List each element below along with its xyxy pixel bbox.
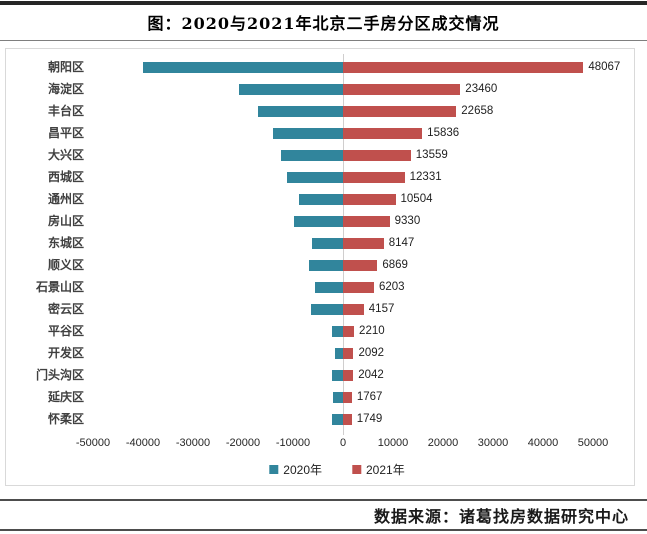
bar-2021 [343,83,461,95]
bar-2020 [258,105,343,117]
value-label: 9330 [394,215,421,227]
category-label: 房山区 [47,214,84,228]
legend-label-2021: 2021年 [366,463,405,477]
bar-2021 [343,171,405,183]
x-axis-tick-label: 50000 [577,437,609,449]
x-axis-tick-label: 0 [339,437,347,449]
bar-2021 [343,413,352,425]
legend-item-2020: 2020年 [269,461,322,478]
chart-title: 图：2020与2021年北京二手房分区成交情况 [147,14,500,33]
bar-2020 [311,303,343,315]
category-label: 朝阳区 [47,60,84,74]
bar-2021 [343,281,374,293]
bar-2020 [332,413,343,425]
category-label: 顺义区 [47,258,84,272]
bar-2021 [343,193,396,205]
legend-swatch-2020-icon [269,465,279,474]
x-axis-tick-label: 40000 [527,437,559,449]
legend-item-2021: 2021年 [352,461,405,478]
legend-swatch-2021-icon [352,465,361,474]
value-label: 1749 [356,413,383,425]
value-label: 48067 [588,61,621,73]
bar-2021 [343,127,423,139]
bar-2020 [309,259,343,271]
value-label: 15836 [427,127,460,139]
bar-2021 [343,325,355,337]
value-label: 12331 [409,171,442,183]
bar-2021 [343,61,584,73]
value-label: 6869 [382,259,408,271]
value-label: 2092 [358,347,385,359]
x-axis-tick-label: -30000 [175,437,211,449]
x-axis-tick-label: 20000 [427,437,459,449]
bar-2020 [298,193,343,205]
category-label: 怀柔区 [47,412,84,426]
bar-2021 [343,149,411,161]
bar-2020 [332,369,343,381]
footer-rule-top [0,499,647,501]
bar-2020 [272,127,343,139]
value-label: 8147 [388,237,415,249]
category-label: 西城区 [47,170,84,184]
category-label: 密云区 [47,302,84,316]
chart-plot: 2020年 2021年 朝阳区 48067 海淀区 23460 丰台区 22658 昌平区 1… [5,48,635,486]
value-label: 2042 [358,369,384,381]
x-axis-tick-label: 30000 [477,437,509,449]
bar-2021 [343,369,354,381]
bar-2020 [333,391,343,403]
value-label: 6203 [379,281,405,293]
x-axis-tick-label: 10000 [377,437,409,449]
value-label: 4157 [368,303,395,315]
category-label: 大兴区 [47,148,84,162]
bar-2021 [343,303,364,315]
data-source-text: 数据来源：诸葛找房数据研究中心 [373,507,629,526]
title-divider [0,40,647,41]
bar-2021 [343,215,390,227]
bar-2021 [343,105,457,117]
chart-legend: 2020年 2021年 [269,461,405,478]
bar-2021 [343,237,384,249]
category-label: 石景山区 [35,280,84,294]
x-axis-tick-label: -20000 [225,437,261,449]
bar-2021 [343,347,354,359]
value-label: 10504 [400,193,433,205]
x-axis-tick-label: -40000 [125,437,161,449]
value-label: 13559 [415,149,448,161]
footer-rule-bottom [0,529,647,531]
bar-2020 [280,149,343,161]
category-label: 丰台区 [47,104,84,118]
bar-2020 [239,83,343,95]
bar-2021 [343,259,378,271]
bar-2020 [335,347,343,359]
category-label: 东城区 [47,236,84,250]
bar-2020 [331,325,343,337]
bar-2020 [312,237,343,249]
bar-2020 [294,215,343,227]
bar-2020 [315,281,343,293]
bar-2020 [143,61,343,73]
category-label: 通州区 [47,192,84,206]
category-label: 昌平区 [47,126,84,140]
bar-2021 [343,391,352,403]
value-label: 23460 [465,83,498,95]
value-label: 22658 [461,105,494,117]
category-label: 海淀区 [47,82,84,96]
top-rule [0,1,647,5]
category-label: 门头沟区 [35,368,84,382]
bar-2020 [286,171,343,183]
x-axis-tick-label: -50000 [75,437,111,449]
x-axis-tick-label: -10000 [275,437,311,449]
value-label: 1767 [356,391,383,403]
value-label: 2210 [359,325,385,337]
category-label: 开发区 [47,346,84,360]
category-label: 平谷区 [47,324,84,338]
legend-label-2020: 2020年 [283,463,322,477]
category-label: 延庆区 [47,390,84,404]
